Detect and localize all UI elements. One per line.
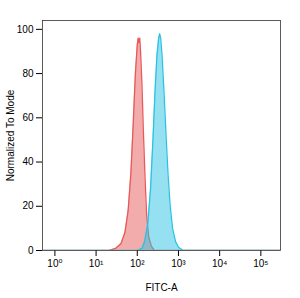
svg-text:100: 100 xyxy=(17,24,34,35)
svg-text:Normalized To Mode: Normalized To Mode xyxy=(5,89,16,181)
svg-text:10²: 10² xyxy=(130,258,145,269)
svg-text:10⁰: 10⁰ xyxy=(47,258,62,269)
svg-text:10³: 10³ xyxy=(171,258,186,269)
svg-text:40: 40 xyxy=(22,156,34,167)
svg-text:10⁴: 10⁴ xyxy=(212,258,227,269)
svg-text:FITC-A: FITC-A xyxy=(145,282,178,293)
svg-text:20: 20 xyxy=(22,200,34,211)
svg-text:80: 80 xyxy=(22,68,34,79)
svg-text:10¹: 10¹ xyxy=(89,258,104,269)
svg-text:60: 60 xyxy=(22,112,34,123)
svg-text:10⁵: 10⁵ xyxy=(253,258,268,269)
svg-text:0: 0 xyxy=(28,245,34,256)
